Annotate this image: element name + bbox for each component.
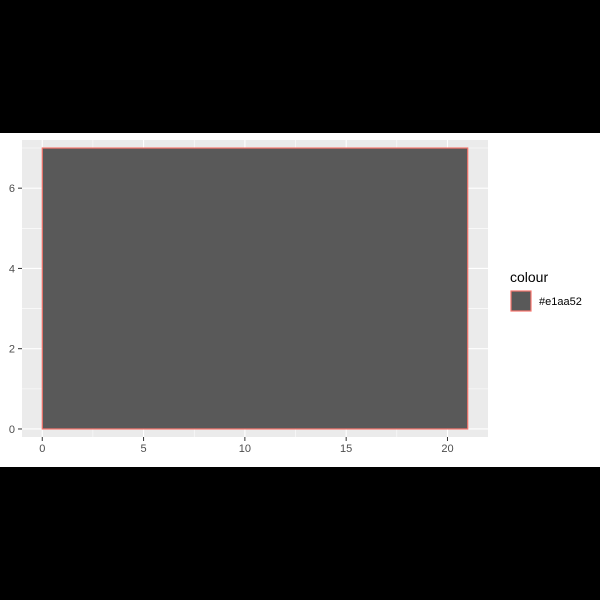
legend-label: #e1aa52 xyxy=(539,296,582,308)
y-tick-label: 4 xyxy=(9,263,15,275)
x-tick-label: 15 xyxy=(340,443,352,455)
legend-entries: #e1aa52 xyxy=(510,290,582,312)
y-tick-label: 2 xyxy=(9,344,15,356)
data-rect xyxy=(41,147,469,430)
y-axis: 0 2 4 6 xyxy=(9,183,22,436)
y-tick-label: 0 xyxy=(9,424,15,436)
legend-title: colour xyxy=(510,269,548,285)
legend: colour #e1aa52 xyxy=(510,269,582,312)
x-tick-label: 10 xyxy=(239,443,251,455)
y-tick-label: 6 xyxy=(9,183,15,195)
x-tick-label: 0 xyxy=(39,443,45,455)
x-tick-label: 5 xyxy=(141,443,147,455)
x-axis: 0 5 10 15 20 xyxy=(39,437,454,455)
data-marks xyxy=(41,147,469,430)
x-tick-label: 20 xyxy=(441,443,453,455)
plot-area: 0 5 10 15 20 0 2 4 6 colour #e1aa52 xyxy=(0,133,600,467)
legend-key xyxy=(510,290,532,312)
chart: 0 5 10 15 20 0 2 4 6 colour #e1aa52 xyxy=(9,140,582,455)
